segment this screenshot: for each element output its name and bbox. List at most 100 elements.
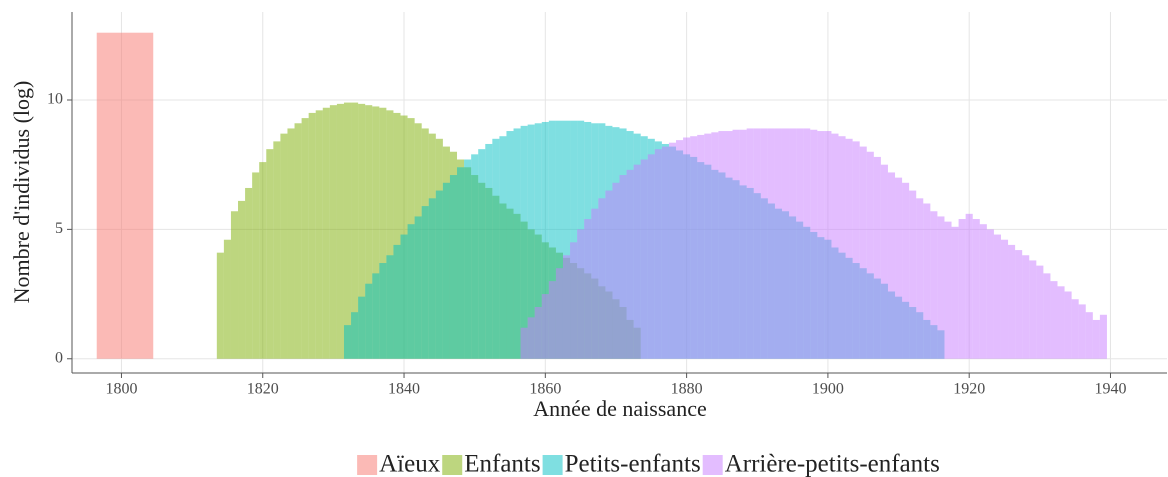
bar	[365, 283, 373, 359]
bar	[619, 175, 627, 359]
bar	[676, 140, 684, 359]
bar	[534, 307, 542, 359]
bar	[449, 175, 458, 359]
bar	[400, 234, 408, 359]
bar	[562, 255, 571, 359]
bar	[541, 121, 549, 359]
legend-label: Arrière-petits-enfants	[725, 451, 940, 477]
bar	[626, 169, 634, 359]
bar	[96, 32, 154, 359]
y-tick-label: 10	[47, 91, 63, 108]
bar	[570, 120, 578, 359]
x-tick-label: 1840	[388, 381, 420, 398]
y-tick-label: 0	[55, 349, 63, 366]
bar	[329, 105, 337, 359]
bar	[428, 198, 436, 359]
bar	[478, 149, 486, 359]
bar	[555, 268, 563, 359]
x-tick-label: 1880	[671, 381, 703, 398]
bar	[880, 164, 888, 359]
legend-key	[702, 455, 723, 475]
bar	[591, 208, 599, 359]
bar	[796, 128, 804, 359]
bar	[351, 312, 359, 359]
x-tick-label: 1800	[105, 381, 137, 398]
bar	[661, 146, 669, 359]
bar	[725, 131, 733, 359]
bar	[259, 162, 267, 359]
bar	[866, 151, 874, 359]
bar	[315, 110, 323, 359]
bar	[739, 129, 747, 359]
bar	[1064, 291, 1072, 359]
bar	[810, 129, 818, 359]
bar	[1078, 304, 1086, 359]
bar	[845, 138, 853, 359]
bar	[393, 244, 401, 359]
bar	[746, 128, 754, 359]
bar	[923, 203, 931, 359]
bar	[273, 141, 281, 359]
bar	[351, 102, 359, 359]
bar	[838, 136, 846, 359]
bar	[527, 317, 535, 359]
bar	[817, 131, 825, 359]
bar	[230, 211, 239, 359]
bar	[1036, 265, 1044, 359]
bar	[612, 182, 620, 359]
bar	[485, 143, 493, 359]
bar	[732, 129, 740, 359]
bar	[442, 182, 450, 359]
bar	[562, 120, 571, 359]
bar	[1050, 281, 1058, 359]
legend-label: Aïeux	[379, 451, 441, 477]
bar	[965, 213, 973, 359]
legend-key	[442, 455, 463, 475]
bar	[767, 128, 775, 359]
bar	[831, 133, 839, 359]
bar	[668, 142, 677, 359]
bar	[958, 219, 966, 359]
bar	[760, 128, 768, 359]
bar	[343, 325, 352, 359]
bar	[343, 102, 352, 359]
bar	[372, 106, 380, 359]
bar	[979, 224, 987, 359]
bar	[1043, 273, 1051, 359]
bar	[930, 211, 938, 359]
bar	[859, 146, 867, 359]
bar	[457, 167, 465, 359]
bar	[435, 190, 443, 359]
bar	[492, 138, 500, 359]
bar	[238, 200, 246, 359]
bar	[421, 206, 429, 359]
bar	[301, 118, 309, 359]
bar	[781, 128, 790, 359]
bar	[647, 154, 655, 359]
bar	[287, 128, 295, 359]
bar	[704, 133, 712, 359]
bar	[548, 281, 556, 359]
bar	[640, 159, 648, 359]
legend-key	[357, 455, 378, 475]
bar	[520, 125, 528, 359]
y-axis-title: Nombre d'individus (log)	[9, 81, 34, 304]
legend-label: Enfants	[464, 451, 540, 477]
bar	[1022, 255, 1030, 359]
bar	[711, 132, 719, 359]
bar	[824, 131, 832, 359]
bar	[379, 263, 387, 359]
bar	[266, 149, 274, 359]
bar	[534, 123, 542, 359]
bar	[852, 141, 860, 359]
bar	[1029, 260, 1037, 359]
bar	[386, 255, 394, 359]
bar	[887, 172, 896, 359]
x-tick-label: 1820	[247, 381, 279, 398]
bar	[1008, 244, 1016, 359]
x-tick-label: 1920	[953, 381, 985, 398]
bar	[216, 252, 224, 359]
bar	[633, 164, 641, 359]
bar	[789, 128, 797, 359]
bar	[577, 229, 585, 359]
